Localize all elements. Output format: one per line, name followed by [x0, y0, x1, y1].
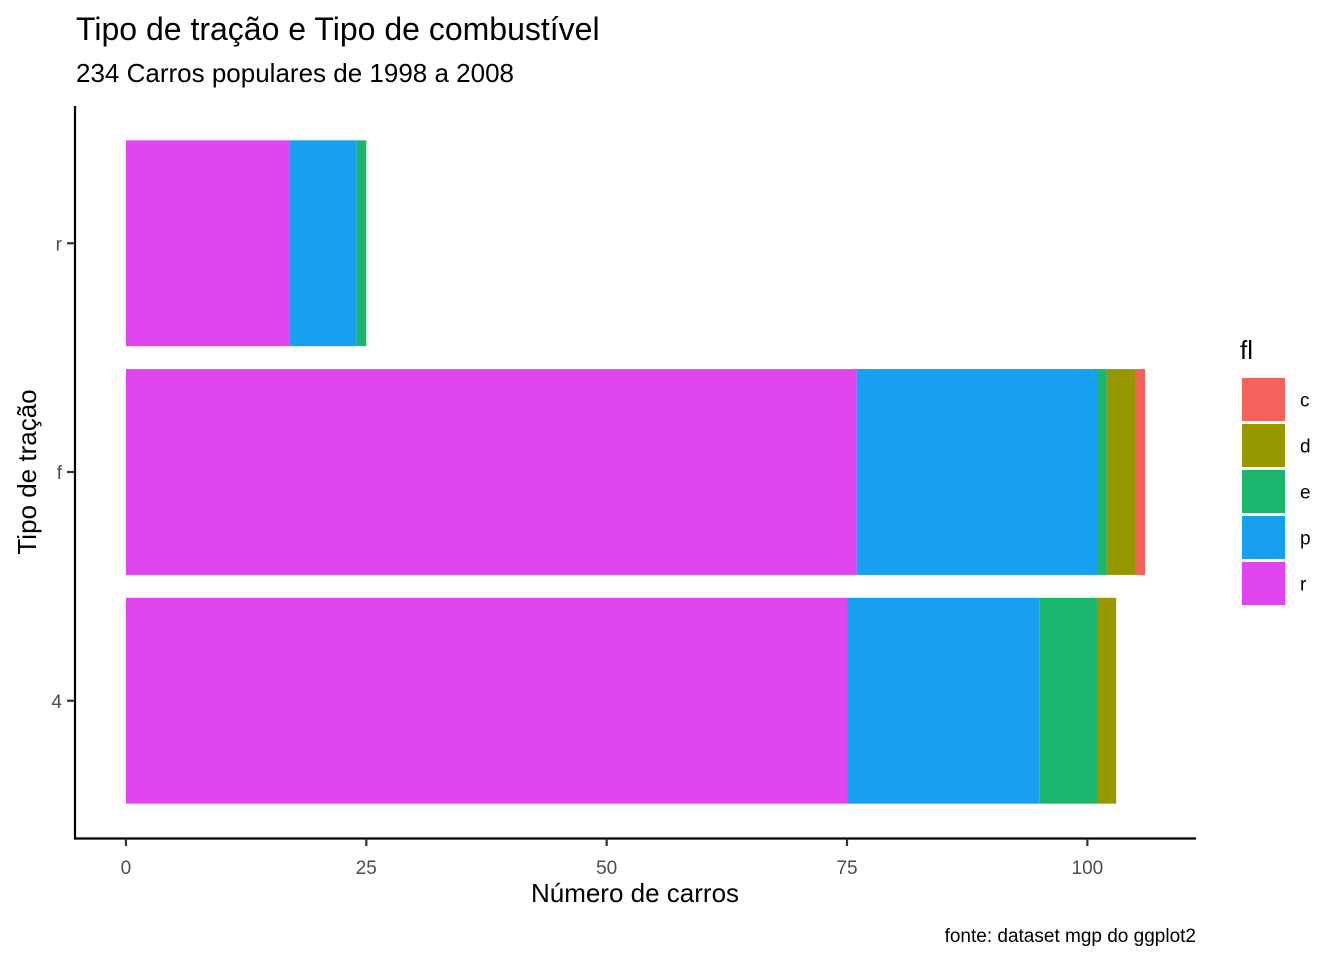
x-tick-label-50: 50: [596, 858, 617, 879]
bar-f-c: [1135, 369, 1146, 575]
bar-4-r: [125, 597, 848, 804]
legend-key-d: [1242, 424, 1285, 467]
y-tick-label-f: f: [57, 463, 63, 484]
legend-title: fl: [1240, 335, 1253, 365]
bar-4-d: [1096, 597, 1117, 804]
x-tick-label-100: 100: [1072, 858, 1104, 879]
x-axis-ticks: 0 25 50 75 100: [121, 839, 1104, 879]
bar-r-e: [356, 140, 367, 347]
y-axis-title: Tipo de tração: [12, 389, 42, 554]
y-tick-label-4: 4: [51, 692, 62, 713]
legend-key-c: [1242, 378, 1285, 421]
x-tick-label-75: 75: [836, 858, 857, 879]
legend: c d e p r: [1242, 378, 1311, 605]
x-tick-label-25: 25: [356, 858, 377, 879]
legend-label-p: p: [1300, 529, 1311, 550]
bar-4-e: [1039, 597, 1097, 804]
x-tick-label-0: 0: [121, 858, 132, 879]
legend-key-r: [1242, 562, 1285, 605]
bar-r-p: [289, 140, 357, 347]
chart-subtitle: 234 Carros populares de 1998 a 2008: [76, 58, 514, 88]
bar-f-r: [125, 369, 857, 575]
legend-label-c: c: [1300, 391, 1310, 412]
bar-f-d: [1106, 369, 1136, 575]
chart-caption: fonte: dataset mgp do ggplot2: [945, 926, 1196, 947]
legend-key-p: [1242, 516, 1285, 559]
chart-title: Tipo de tração e Tipo de combustível: [76, 11, 600, 47]
y-axis-ticks: 4 f r: [51, 234, 75, 713]
x-axis-title: Número de carros: [531, 878, 739, 908]
legend-label-e: e: [1300, 483, 1311, 504]
bar-4-p: [847, 597, 1040, 804]
legend-key-e: [1242, 470, 1285, 513]
bar-r-r: [125, 140, 290, 347]
y-tick-label-r: r: [56, 234, 63, 255]
legend-label-d: d: [1300, 437, 1311, 458]
legend-label-r: r: [1300, 575, 1307, 596]
bar-f-p: [856, 369, 1097, 575]
bars-layer: [125, 140, 1146, 804]
bar-f-e: [1096, 369, 1107, 575]
